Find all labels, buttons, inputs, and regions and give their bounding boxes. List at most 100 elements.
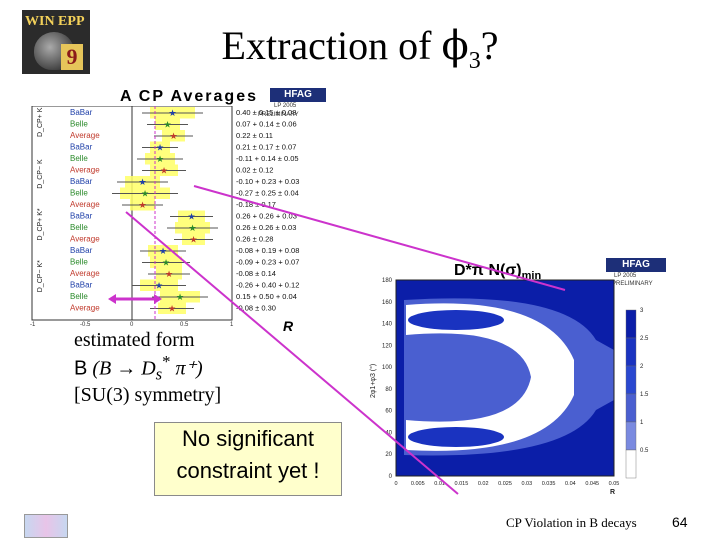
acp-row-value: 0.26 + 0.26 + 0.03 bbox=[236, 212, 297, 221]
acp-row-value: 0.26 ± 0.28 bbox=[236, 235, 273, 244]
title-subscript: 3 bbox=[468, 48, 481, 74]
note-line3: [SU(3) symmetry] bbox=[74, 383, 222, 406]
dpi-ytick: 140 bbox=[382, 322, 393, 328]
acp-marker: ★ bbox=[165, 269, 173, 279]
acp-axis-tick: 0.5 bbox=[180, 322, 189, 326]
title-prefix: Extraction of bbox=[221, 23, 442, 68]
acp-row-value: -0.18 ± 0.17 bbox=[236, 200, 276, 209]
acp-row-value: -0.11 + 0.14 ± 0.05 bbox=[236, 154, 299, 163]
acp-row-value: 0.40 ± 0.15 ± 0.08 bbox=[236, 108, 296, 117]
acp-prelim: PRELIMINARY bbox=[258, 112, 299, 118]
callout-line2: constraint yet ! bbox=[176, 458, 320, 483]
acp-marker: ★ bbox=[168, 304, 176, 314]
dpi-ytick: 80 bbox=[385, 387, 392, 393]
hfag-logo-left: HFAG bbox=[270, 88, 326, 102]
acp-row-label: Average bbox=[70, 131, 100, 140]
acp-marker: ★ bbox=[170, 131, 178, 141]
acp-row-label: Average bbox=[70, 166, 100, 175]
acp-row-label: Belle bbox=[70, 223, 88, 232]
acp-group-label: D_CP− K* bbox=[37, 260, 44, 292]
hfag-text-right: HFAG bbox=[622, 259, 650, 270]
acp-row-label: Average bbox=[70, 269, 100, 278]
dpi-scale-swatch bbox=[625, 421, 637, 451]
acp-marker: ★ bbox=[155, 281, 163, 291]
acp-row-label: Belle bbox=[70, 120, 88, 129]
footer-text: CP Violation in B decays bbox=[506, 515, 637, 530]
dpi-xtick: 0.035 bbox=[542, 481, 556, 487]
acp-row-value: -0.10 + 0.23 + 0.03 bbox=[236, 177, 299, 186]
dpi-ylabel: 2φ1+φ3 (°) bbox=[369, 364, 377, 398]
acp-row-label: Average bbox=[70, 200, 100, 209]
dpi-ytick: 0 bbox=[389, 474, 393, 480]
slide-title: Extraction of ϕ3? bbox=[0, 22, 720, 75]
dpi-scale-tick: 1 bbox=[640, 420, 644, 426]
dpi-xtick: 0.05 bbox=[609, 481, 620, 487]
acp-marker: ★ bbox=[189, 223, 197, 233]
dpi-contour-plot: 180 160 140 120 100 80 60 40 20 00 0.005 0.01 0.015 0… bbox=[369, 278, 649, 496]
acp-marker: ★ bbox=[188, 212, 196, 222]
dpi-xtick: 0.01 bbox=[434, 481, 445, 487]
acp-marker: ★ bbox=[159, 246, 167, 256]
acp-group-label: D_CP− K bbox=[37, 159, 44, 189]
dpi-ytick: 60 bbox=[385, 409, 392, 415]
acp-row-value: -0.26 + 0.40 + 0.12 bbox=[236, 281, 299, 290]
dpi-scale-swatch bbox=[625, 449, 637, 479]
callout-line1: No significant bbox=[181, 426, 315, 451]
acp-marker: ★ bbox=[169, 108, 177, 118]
acp-row-label: BaBar bbox=[70, 212, 93, 221]
logo-number: 9 bbox=[61, 44, 83, 70]
dpi-ytick: 40 bbox=[385, 430, 392, 436]
hfag-text: HFAG bbox=[284, 89, 312, 100]
acp-row-value: 0.02 ± 0.12 bbox=[236, 166, 273, 175]
acp-row-label: BaBar bbox=[70, 177, 93, 186]
acp-row-label: BaBar bbox=[70, 246, 93, 255]
estimate-note: estimated form B (B → Ds* π⁺) [SU(3) sym… bbox=[74, 330, 221, 406]
acp-row-label: Belle bbox=[70, 154, 88, 163]
dpi-scale-tick: 2 bbox=[640, 364, 644, 370]
prelim-right: PRELIMINARY bbox=[612, 281, 653, 287]
dpi-scale-tick: 2.5 bbox=[640, 336, 649, 342]
note-line1: estimated form bbox=[74, 329, 195, 351]
hfag-sub-left: LP 2005 bbox=[274, 103, 297, 109]
dpi-ytick: 20 bbox=[385, 452, 392, 458]
note-line2: B (B → Ds* π⁺) bbox=[74, 351, 221, 385]
hfag-logo-right: HFAG bbox=[606, 258, 666, 272]
acp-marker: ★ bbox=[176, 292, 184, 302]
dpi-scale-swatch bbox=[625, 393, 637, 423]
dpi-xtick: 0.04 bbox=[565, 481, 576, 487]
dpi-xtick: 0 bbox=[394, 481, 397, 487]
acp-marker: ★ bbox=[160, 166, 168, 176]
footer-logo bbox=[24, 514, 68, 538]
acp-marker: ★ bbox=[162, 258, 170, 268]
acp-row-label: Average bbox=[70, 304, 100, 313]
institution-logo: WIN EPP 9 bbox=[22, 10, 90, 74]
acp-marker: ★ bbox=[156, 154, 164, 164]
dpi-scale-tick: 1.5 bbox=[640, 392, 649, 398]
acp-axis-tick: -0.5 bbox=[80, 322, 91, 326]
dpi-scale-tick: 3 bbox=[640, 308, 644, 314]
acp-chart: BaBar ★ 0.40 ± 0.15 ± 0.08 Belle ★ 0.07 + 0.1… bbox=[30, 106, 299, 326]
title-phi: ϕ bbox=[441, 23, 469, 69]
acp-marker: ★ bbox=[156, 143, 164, 153]
hfag-sub-right: LP 2005 bbox=[614, 273, 637, 279]
dpi-xtick: 0.045 bbox=[585, 481, 599, 487]
acp-row-value: 0.22 ± 0.11 bbox=[236, 131, 273, 140]
acp-row-label: Belle bbox=[70, 189, 88, 198]
acp-group-label: D_CP+ K* bbox=[37, 208, 44, 240]
logo-text: WIN EPP bbox=[25, 14, 85, 29]
acp-row-value: 0.21 ± 0.17 ± 0.07 bbox=[236, 143, 296, 152]
acp-row-label: Belle bbox=[70, 258, 88, 267]
acp-group-label: D_CP+ K bbox=[37, 107, 44, 137]
acp-row-value: 0.26 ± 0.26 ± 0.03 bbox=[236, 223, 296, 232]
dpi-xtick: 0.005 bbox=[411, 481, 425, 487]
dpi-inner-lobe-top bbox=[408, 310, 504, 330]
acp-row-label: BaBar bbox=[70, 281, 93, 290]
dpi-ytick: 160 bbox=[382, 300, 393, 306]
dpi-inner-lobe-bottom bbox=[408, 427, 504, 447]
dpi-contour-white bbox=[406, 303, 574, 451]
acp-axis-tick: 0 bbox=[130, 322, 134, 326]
acp-row-value: -0.27 ± 0.25 ± 0.04 bbox=[236, 189, 299, 198]
acp-row-value: 0.15 + 0.50 + 0.04 bbox=[236, 292, 297, 301]
acp-row-label: BaBar bbox=[70, 108, 93, 117]
title-suffix: ? bbox=[480, 23, 499, 68]
